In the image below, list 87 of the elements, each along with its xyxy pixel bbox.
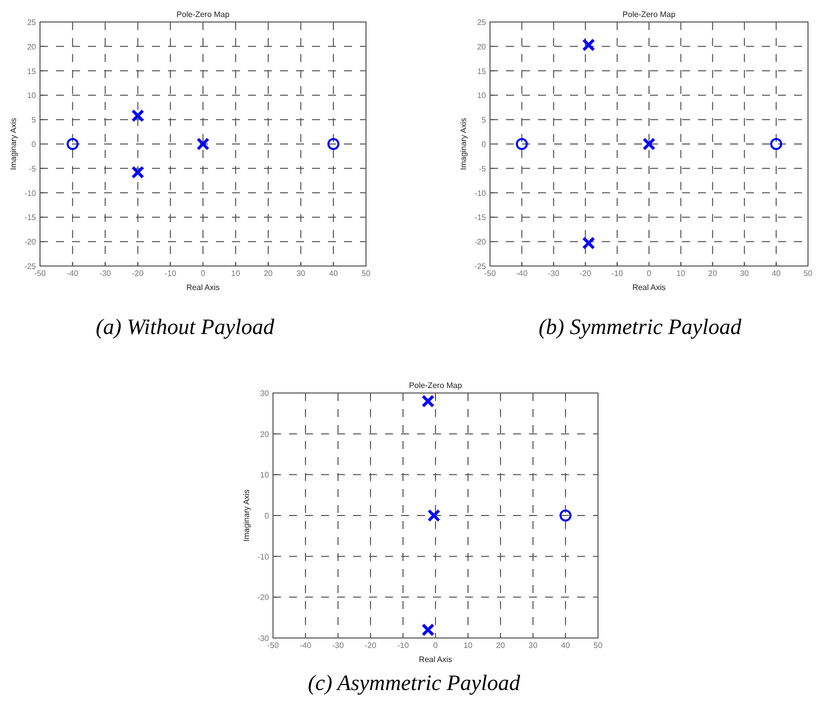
point xyxy=(516,138,528,150)
y-tick-label: 25 xyxy=(27,18,37,27)
y-tick-label: 10 xyxy=(477,91,487,100)
x-tick-label: -50 xyxy=(267,641,280,650)
x-tick-label: 50 xyxy=(594,641,603,650)
point xyxy=(422,394,435,408)
x-axis-title: Real Axis xyxy=(186,283,220,292)
y-tick-label: -25 xyxy=(474,262,487,271)
x-tick-label: 0 xyxy=(433,641,438,650)
y-tick-label: 20 xyxy=(27,42,37,52)
y-tick-label: -30 xyxy=(257,634,270,643)
y-tick-label: 10 xyxy=(260,470,270,480)
y-axis-title: Imaginary Axis xyxy=(9,118,18,170)
y-tick-label: -10 xyxy=(24,188,37,198)
point xyxy=(422,623,435,636)
y-tick-label: -20 xyxy=(474,238,487,247)
x-tick-label: -40 xyxy=(66,269,79,278)
y-tick-label: 0 xyxy=(264,512,270,520)
y-tick-label: -15 xyxy=(474,213,487,222)
point xyxy=(582,38,596,52)
x-tick-label: 10 xyxy=(676,269,686,278)
x-tick-label: -30 xyxy=(99,269,112,278)
y-tick-label: -5 xyxy=(28,164,37,174)
y-tick-label: 10 xyxy=(27,91,37,100)
x-tick-label: 40 xyxy=(328,269,338,278)
y-tick-label: 30 xyxy=(260,389,270,398)
y-tick-label: -20 xyxy=(257,593,270,602)
text: (a) Without Payload xyxy=(96,314,276,339)
x-tick-label: -50 xyxy=(484,269,496,278)
point xyxy=(131,166,144,179)
y-tick-label: 15 xyxy=(477,66,487,76)
x-tick-label: -10 xyxy=(164,269,177,278)
y-tick-label: 5 xyxy=(32,116,37,125)
x-tick-label: 50 xyxy=(362,269,371,278)
chart-title: Pole-Zero Map xyxy=(409,381,462,390)
x-tick-label: 20 xyxy=(496,641,506,650)
y-tick-label: 15 xyxy=(27,66,37,76)
x-tick-label: -40 xyxy=(516,269,528,278)
chart-title: Pole-Zero Map xyxy=(622,10,676,19)
chart-title: Pole-Zero Map xyxy=(176,10,230,19)
x-tick-label: -20 xyxy=(132,269,144,278)
point xyxy=(582,236,596,250)
y-tick-label: -10 xyxy=(474,188,487,198)
y-tick-label: -20 xyxy=(24,238,37,247)
x-tick-label: -10 xyxy=(611,269,624,278)
y-tick-label: -15 xyxy=(24,213,37,222)
point xyxy=(770,138,782,150)
text: (c) Asymmetric Payload xyxy=(308,670,522,695)
x-tick-label: 40 xyxy=(561,641,570,650)
y-tick-label: 0 xyxy=(482,140,487,149)
y-tick-label: 20 xyxy=(260,430,270,439)
y-axis-title: Imaginary Axis xyxy=(242,489,251,542)
y-tick-label: 25 xyxy=(477,18,487,27)
text: (b) Symmetric Payload xyxy=(538,314,742,339)
y-tick-label: -5 xyxy=(478,164,487,174)
x-tick-label: -30 xyxy=(548,269,560,278)
y-tick-label: 20 xyxy=(477,42,487,52)
x-tick-label: 20 xyxy=(708,269,718,278)
x-tick-label: 10 xyxy=(231,269,241,278)
x-tick-label: -20 xyxy=(580,269,592,278)
x-tick-label: 30 xyxy=(740,269,750,278)
x-tick-label: -40 xyxy=(300,641,312,650)
y-axis-title: Imaginary Axis xyxy=(459,118,468,170)
point xyxy=(327,138,340,150)
x-tick-label: 40 xyxy=(772,269,782,278)
point xyxy=(66,138,79,150)
x-tick-label: -10 xyxy=(397,641,410,650)
x-tick-label: -50 xyxy=(34,269,46,278)
y-tick-label: -25 xyxy=(24,262,37,271)
x-tick-label: 0 xyxy=(200,269,206,278)
x-tick-label: -20 xyxy=(364,641,377,650)
y-tick-label: 0 xyxy=(32,140,37,149)
y-tick-label: -10 xyxy=(257,552,270,562)
x-tick-label: 30 xyxy=(528,641,538,650)
x-tick-label: 50 xyxy=(804,269,813,278)
y-tick-label: 5 xyxy=(482,116,487,125)
x-tick-label: 30 xyxy=(296,269,306,278)
x-tick-label: 10 xyxy=(464,641,473,650)
x-axis-title: Real Axis xyxy=(632,283,666,292)
x-tick-label: -30 xyxy=(332,641,344,650)
x-axis-title: Real Axis xyxy=(418,655,452,664)
point xyxy=(427,509,440,522)
point xyxy=(642,138,656,150)
x-tick-label: 0 xyxy=(646,269,652,278)
point xyxy=(560,510,572,522)
point xyxy=(196,138,210,150)
point xyxy=(131,109,144,122)
